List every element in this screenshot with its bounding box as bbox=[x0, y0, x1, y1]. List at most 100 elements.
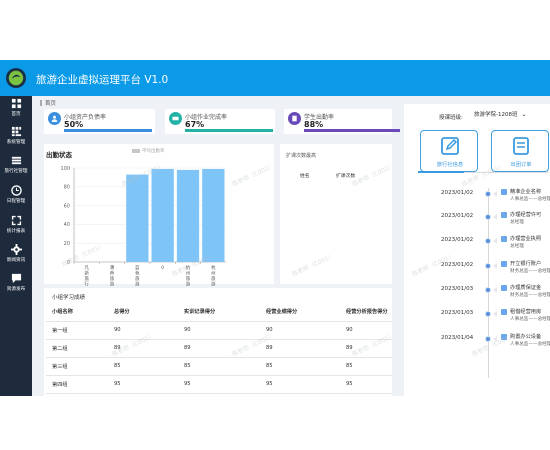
agency-info-button[interactable]: 旅行社信息 bbox=[420, 130, 478, 172]
timeline-task[interactable]: 办理质保证金 bbox=[510, 285, 542, 291]
cell-group: 第二组 bbox=[46, 339, 108, 358]
table-header-row: 小组名称 总得分 实训记录得分 经营业绩得分 经营分析报告得分 bbox=[46, 303, 392, 322]
x-tick-label: 荷 bbox=[110, 270, 115, 277]
top-extension-title: 扩课次数最高 bbox=[286, 153, 317, 159]
header-training: 实训记录得分 bbox=[178, 303, 260, 322]
chevron-down-icon: ⌄ bbox=[521, 110, 527, 118]
cell-operations: 85 bbox=[260, 357, 340, 376]
timeline-dot bbox=[485, 238, 491, 244]
top-extension-panel bbox=[280, 144, 392, 284]
chart-legend[interactable]: 平均出勤率 bbox=[132, 148, 165, 154]
table-icon bbox=[11, 156, 21, 165]
cell-total: 85 bbox=[108, 357, 178, 376]
stat-progress-bar bbox=[304, 129, 400, 132]
legend-swatch bbox=[132, 149, 140, 153]
sidebar-item-schedule[interactable]: 日程管理 bbox=[0, 183, 32, 215]
cell-total: 90 bbox=[108, 321, 178, 340]
table-row[interactable]: 第四组 95 95 95 95 bbox=[46, 375, 392, 394]
stat-card-homework-rate: 小组作业完成率 67% bbox=[165, 109, 275, 134]
sidebar-item-home[interactable]: 首页 bbox=[0, 96, 32, 128]
task-icon bbox=[501, 212, 507, 218]
timeline-pointer bbox=[493, 311, 497, 317]
x-tick-label: 旅 bbox=[110, 275, 115, 282]
cell-operations: 90 bbox=[260, 321, 340, 340]
cell-training: 89 bbox=[178, 339, 260, 358]
timeline-date: 2023/01/02 bbox=[441, 213, 474, 219]
x-tick-label: 旅 bbox=[211, 275, 216, 282]
breadcrumb-marker bbox=[40, 100, 42, 106]
timeline-date: 2023/01/03 bbox=[441, 310, 474, 316]
chart-title: 出勤状态 bbox=[46, 151, 72, 159]
timeline-task[interactable]: 开立银行账户 bbox=[510, 261, 542, 267]
timeline-role: 人事总监——总经理 bbox=[510, 197, 550, 202]
sidebar-item-agency[interactable]: 旅行社管理 bbox=[0, 153, 32, 185]
sidebar-item-label: 资源发布 bbox=[6, 287, 26, 292]
header-group: 小组名称 bbox=[46, 303, 108, 322]
class-select[interactable]: 旅游学院-1208班 ⌄ bbox=[474, 110, 527, 119]
breadcrumb-current[interactable]: 首页 bbox=[45, 101, 57, 107]
money-icon bbox=[169, 112, 182, 125]
table-row[interactable]: 第二组 89 89 89 89 bbox=[46, 339, 392, 358]
stat-card-asset-ratio: 小组资产负债率 50% bbox=[44, 109, 155, 134]
cell-group: 第三组 bbox=[46, 357, 108, 376]
task-icon bbox=[501, 236, 507, 242]
stat-label: 小组作业完成率 bbox=[185, 114, 228, 121]
cell-analysis: 85 bbox=[340, 357, 392, 376]
cell-group: 第一组 bbox=[46, 321, 108, 340]
timeline-pointer bbox=[493, 263, 497, 269]
task-icon bbox=[501, 285, 507, 291]
x-tick-label: 游 bbox=[211, 281, 216, 288]
timeline-task[interactable]: 精准企业名称 bbox=[510, 189, 542, 195]
timeline-task[interactable]: 购置办公设备 bbox=[510, 334, 542, 340]
document-icon bbox=[513, 137, 529, 155]
x-tick-label: 州 bbox=[211, 272, 215, 277]
cell-training: 90 bbox=[178, 321, 260, 340]
table-row[interactable]: 第一组 90 90 90 90 bbox=[46, 321, 392, 340]
y-tick-label: 40 bbox=[64, 222, 70, 228]
expand-icon bbox=[11, 215, 21, 226]
class-select-value: 旅游学院-1208班 bbox=[474, 112, 518, 118]
timeline-role: 财务总监——总经理 bbox=[510, 269, 550, 274]
timeline-pointer bbox=[493, 287, 497, 293]
agency-info-label: 旅行社信息 bbox=[436, 162, 464, 168]
timeline-role: 总经理 bbox=[510, 220, 524, 225]
timeline-task[interactable]: 办理经营许可 bbox=[510, 212, 542, 218]
stat-label: 小组资产负债率 bbox=[64, 114, 107, 121]
group-order-button[interactable]: 出团订单 bbox=[491, 130, 549, 172]
y-tick-label: 80 bbox=[64, 185, 70, 191]
cell-training: 95 bbox=[178, 375, 260, 394]
sidebar-item-reports[interactable]: 统计报表 bbox=[0, 213, 32, 245]
x-tick-label: 旅 bbox=[135, 275, 140, 282]
stat-progress-bar bbox=[185, 129, 273, 132]
y-tick-label: 0 bbox=[67, 260, 70, 266]
score-table: 小组名称 总得分 实训记录得分 经营业绩得分 经营分析报告得分 第一组 90 90 9… bbox=[46, 303, 392, 394]
x-tick-label: 0 bbox=[161, 265, 164, 271]
app-logo bbox=[6, 68, 26, 88]
x-tick-label: 旅 bbox=[84, 275, 89, 282]
sidebar-item-resources[interactable]: 资源发布 bbox=[0, 271, 32, 303]
score-table-title: 小组学习成绩 bbox=[52, 295, 86, 301]
sidebar-item-label: 日程管理 bbox=[6, 199, 26, 204]
x-tick-label: 薄 bbox=[110, 264, 115, 271]
x-tick-label: 旅 bbox=[186, 275, 191, 282]
timeline-task[interactable]: 租借经营用房 bbox=[510, 309, 542, 315]
task-icon bbox=[501, 261, 507, 267]
stat-label: 学生出勤率 bbox=[304, 114, 335, 121]
timeline-task[interactable]: 办理营业执照 bbox=[510, 236, 542, 242]
x-tick-label: 蓝 bbox=[135, 264, 140, 271]
timeline-pointer bbox=[493, 214, 497, 220]
timeline-pointer bbox=[493, 191, 497, 197]
x-tick-label: 游 bbox=[186, 281, 191, 288]
x-tick-label: 凡 bbox=[84, 265, 89, 271]
tab-underline bbox=[418, 171, 548, 173]
cell-analysis: 95 bbox=[340, 375, 392, 394]
x-tick-label: 行 bbox=[84, 281, 89, 288]
table-row[interactable]: 第三组 85 85 85 85 bbox=[46, 357, 392, 376]
chart-bar bbox=[126, 174, 149, 262]
sidebar-item-label: 新闻资讯 bbox=[6, 258, 26, 263]
dashboard-icon bbox=[11, 98, 21, 109]
task-icon bbox=[501, 309, 507, 315]
sidebar-item-news[interactable]: 新闻资讯 bbox=[0, 242, 32, 274]
sidebar-item-system[interactable]: 系统管理 bbox=[0, 124, 32, 156]
